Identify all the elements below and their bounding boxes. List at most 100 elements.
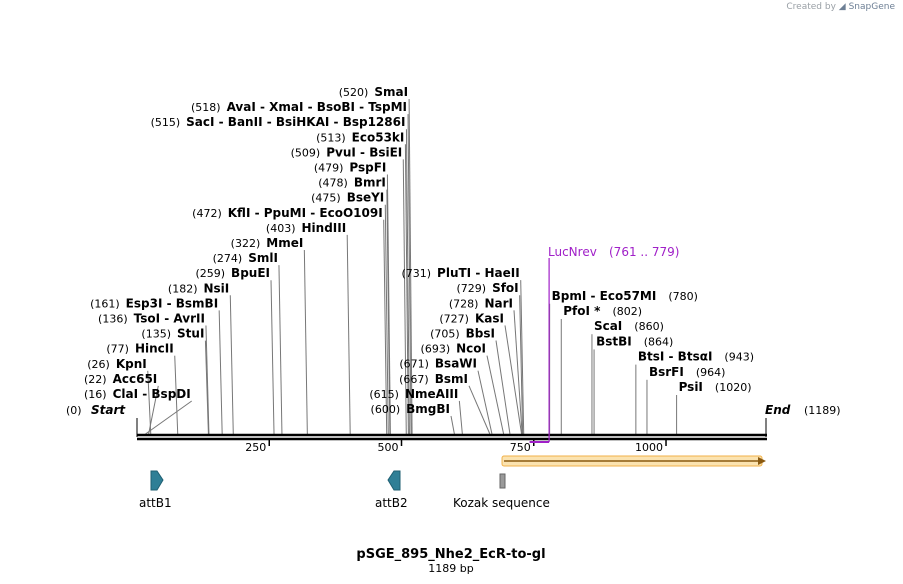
site-eco53ki[interactable]: (513) Eco53kI	[316, 130, 404, 144]
site-line	[218, 310, 223, 435]
site-name: BstBI	[596, 334, 632, 348]
site-position: (860)	[634, 320, 664, 333]
site-position: (478)	[318, 177, 348, 190]
site-position: (322)	[231, 237, 261, 250]
site-line	[458, 400, 463, 435]
site-name: NsiI	[204, 281, 230, 295]
feature-kozak[interactable]: Kozak sequence	[453, 473, 550, 510]
orf-arrow[interactable]	[501, 455, 766, 467]
site-pspfi[interactable]: (479) PspFI	[314, 161, 387, 175]
site-line	[513, 310, 523, 435]
site-line	[468, 385, 491, 435]
site-bpuei[interactable]: (259) BpuEI	[195, 266, 270, 280]
site-position: (515)	[151, 116, 181, 129]
site-position: (864)	[644, 335, 674, 348]
site-name: BbsI	[466, 327, 495, 341]
site-name: SfoI	[492, 281, 519, 295]
site-avai-xmai-bsobi-tspmi[interactable]: (518) AvaI - XmaI - BsoBI - TspMI	[191, 100, 407, 114]
site-bsmi[interactable]: (667) BsmI	[399, 372, 468, 386]
site-position: (135)	[141, 328, 171, 341]
primer-lucnrev[interactable]: LucNrev (761 .. 779)	[529, 245, 680, 443]
plasmid-title: pSGE_895_Nhe2_EcR-to-gl	[356, 547, 545, 562]
site-kfli-ppumi-ecoo109i[interactable]: (472) KflI - PpuMI - EcoO109I	[192, 206, 383, 220]
site-mmei[interactable]: (322) MmeI	[231, 236, 304, 250]
site-name: PluTI - HaeII	[437, 266, 520, 280]
site-kpni[interactable]: (26) KpnI	[87, 357, 147, 371]
site-line	[205, 325, 210, 435]
site-bpmi-eco57mi[interactable]: BpmI - Eco57MI (780)	[552, 289, 698, 303]
attb2-label: attB2	[375, 496, 408, 510]
site-position: (600)	[371, 403, 401, 416]
end-position: (1189)	[804, 404, 841, 417]
scale-tick-label: 750	[510, 441, 531, 454]
site-line	[486, 355, 505, 435]
site-line	[303, 249, 308, 435]
site-position: (729)	[456, 282, 486, 295]
site-line	[504, 325, 523, 435]
feature-attb1[interactable]: attB1	[139, 470, 172, 510]
site-bsawi[interactable]: (671) BsaWI	[399, 357, 477, 371]
site-line	[495, 340, 511, 435]
site-line	[386, 174, 391, 435]
site-position: (26)	[87, 358, 110, 371]
site-line	[346, 234, 351, 435]
site-nmeaiii[interactable]: (615) NmeAIII	[369, 387, 458, 401]
site-bstbi[interactable]: BstBI (864)	[596, 334, 673, 348]
site-pluti-haeii[interactable]: (731) PluTI - HaeII	[401, 266, 519, 280]
attb2-arrow-icon[interactable]	[387, 470, 401, 491]
site-name: Esp3I - BsmBI	[126, 296, 218, 310]
site-kasi[interactable]: (727) KasI	[439, 311, 504, 325]
kozak-label: Kozak sequence	[453, 496, 550, 510]
site-sfoi[interactable]: (729) SfoI	[456, 281, 518, 295]
site-name: BsaWI	[435, 357, 477, 371]
site-line	[450, 415, 455, 435]
site-hindiii[interactable]: (403) HindIII	[266, 221, 346, 235]
site-smai[interactable]: (520) SmaI	[339, 85, 408, 99]
site-pvui-bsiei[interactable]: (509) PvuI - BsiEI	[291, 145, 403, 159]
site-hincii[interactable]: (77) HincII	[106, 342, 173, 356]
site-position: (274)	[213, 252, 243, 265]
site-scai[interactable]: ScaI (860)	[594, 319, 664, 333]
site-name: BpuEI	[231, 266, 270, 280]
site-nsii[interactable]: (182) NsiI	[168, 281, 229, 295]
site-position: (520)	[339, 86, 369, 99]
site-acc65i[interactable]: (22) Acc65I	[84, 372, 157, 386]
site-bmgbi[interactable]: (600) BmgBI	[371, 402, 450, 416]
site-position: (780)	[668, 290, 698, 303]
site-pfoi[interactable]: PfoI * (802)	[563, 304, 642, 318]
site-line	[229, 295, 234, 435]
site-name: ClaI - BspDI	[113, 387, 191, 401]
feature-attb2[interactable]: attB2	[375, 470, 408, 510]
scale-ticks: 250 500 750 1000	[245, 439, 667, 454]
site-clai-bspdi[interactable]: (16) ClaI - BspDI	[84, 387, 191, 401]
watermark-prefix: Created by	[786, 2, 836, 12]
site-position: (802)	[612, 305, 642, 318]
site-name: PvuI - BsiEI	[326, 145, 402, 159]
site-smli[interactable]: (274) SmlI	[213, 251, 278, 265]
site-line	[520, 280, 525, 435]
attb1-arrow-icon[interactable]	[150, 470, 164, 491]
site-esp3i-bsmbi[interactable]: (161) Esp3I - BsmBI	[90, 296, 218, 310]
site-ncoi[interactable]: (693) NcoI	[421, 342, 486, 356]
site-position: (161)	[90, 297, 120, 310]
site-stui[interactable]: (135) StuI	[141, 327, 204, 341]
site-btsi-bts-i[interactable]: BtsI - BtsαI (943)	[638, 350, 754, 364]
site-psii[interactable]: PsiI (1020)	[679, 380, 752, 394]
site-bbsi[interactable]: (705) BbsI	[430, 327, 495, 341]
dna-backbone	[136, 418, 767, 441]
site-line	[278, 265, 283, 435]
site-position: (479)	[314, 162, 344, 175]
site-position: (615)	[369, 388, 399, 401]
site-tsoi-avrii[interactable]: (136) TsoI - AvrII	[98, 312, 205, 326]
site-position: (667)	[399, 373, 429, 386]
site-nari[interactable]: (728) NarI	[449, 296, 513, 310]
site-bsrfi[interactable]: BsrFI (964)	[649, 365, 725, 379]
site-labels: (16) ClaI - BspDI (22) Acc65I(26) KpnI(77) Hi…	[84, 85, 754, 416]
site-name: BseYI	[347, 191, 385, 205]
kozak-box-icon[interactable]	[499, 473, 506, 489]
plasmid-length: 1189 bp	[428, 562, 473, 575]
site-saci-banii-bsihkai-bsp1286i[interactable]: (515) SacI - BanII - BsiHKAI - Bsp1286I	[151, 115, 406, 129]
site-bmri[interactable]: (478) BmrI	[318, 176, 386, 190]
site-bseyi[interactable]: (475) BseYI	[311, 191, 384, 205]
